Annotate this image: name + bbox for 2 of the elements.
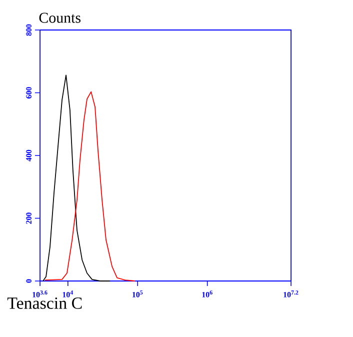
x-axis-title: Tenascin C bbox=[7, 298, 82, 309]
chart-title: Counts bbox=[39, 12, 80, 23]
